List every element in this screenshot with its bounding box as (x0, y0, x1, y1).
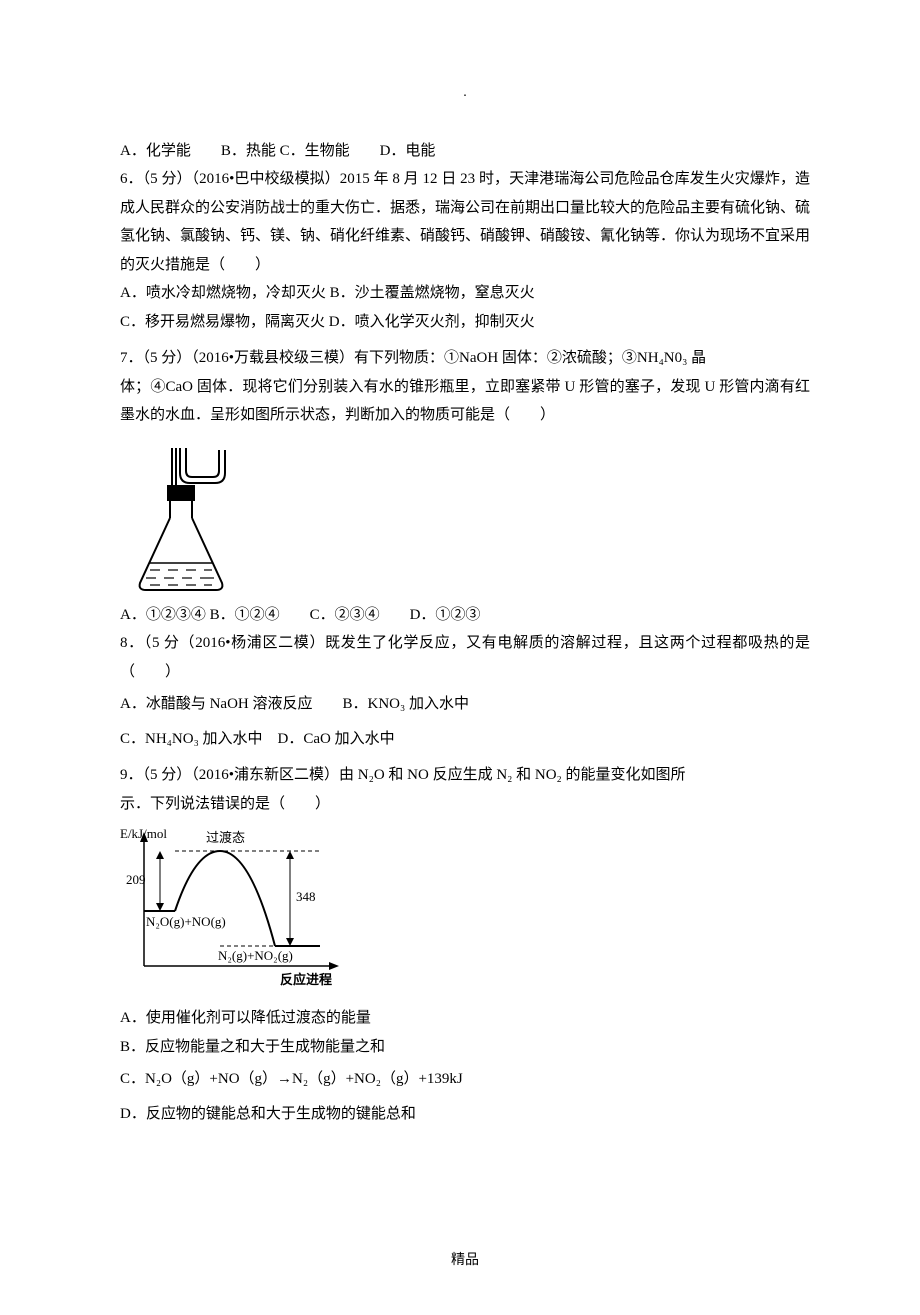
chart-xlabel: 反应进程 (280, 972, 332, 987)
q8-stem: 8．（5 分（2016•杨浦区二模）既发生了化学反应，又有电解质的溶解过程，且这… (120, 629, 810, 686)
q9-energy-chart: E/kJ/mol 过渡态 209 348 N₂O(g)+NO(g) N₂(g)+… (120, 826, 350, 996)
q9-option-b: B．反应物能量之和大于生成物能量之和 (120, 1033, 810, 1062)
page-header-dot: . (120, 80, 810, 107)
chart-ea-reverse: 348 (296, 889, 316, 904)
q8-options-line1: A．冰醋酸与 NaOH 溶液反应 B．KNO₃ 加入水中 (120, 690, 810, 719)
chart-ea-forward: 209 (126, 872, 146, 887)
q6-options-line2: C．移开易燃易爆物，隔离灭火 D．喷入化学灭火剂，抑制灭火 (120, 308, 810, 337)
q9-stem-line2: 示．下列说法错误的是（ ） (120, 790, 810, 819)
q7-stem-line2: 体；④CaO 固体．现将它们分别装入有水的锥形瓶里，立即塞紧带 U 形管的塞子，… (120, 373, 810, 430)
chart-reactant-label: N₂O(g)+NO(g) (146, 914, 226, 929)
q7-apparatus-diagram (120, 438, 270, 593)
page-footer: 精品 (120, 1248, 810, 1275)
chart-transition-label: 过渡态 (206, 830, 245, 845)
chart-product-label: N₂(g)+NO₂(g) (218, 948, 293, 963)
q6-stem: 6．（5 分）（2016•巴中校级模拟）2015 年 8 月 12 日 23 时… (120, 165, 810, 279)
q9-option-a: A．使用催化剂可以降低过渡态的能量 (120, 1004, 810, 1033)
q8-options-line2: C．NH₄NO₃ 加入水中 D．CaO 加入水中 (120, 725, 810, 754)
chart-ylabel: E/kJ/mol (120, 826, 167, 841)
q9-option-c: C．N₂O（g）+NO（g）→N₂（g）+NO₂（g）+139kJ (120, 1065, 810, 1094)
q9-option-d: D．反应物的键能总和大于生成物的键能总和 (120, 1100, 810, 1129)
q6-options-line1: A．喷水冷却燃烧物，冷却灭火 B．沙土覆盖燃烧物，窒息灭火 (120, 279, 810, 308)
q9-stem-line1: 9．（5 分）（2016•浦东新区二模）由 N₂O 和 NO 反应生成 N₂ 和… (120, 761, 810, 790)
q7-stem-line1: 7．（5 分）（2016•万载县校级三模）有下列物质：①NaOH 固体：②浓硫酸… (120, 344, 810, 373)
q7-options: A．①②③④ B．①②④ C．②③④ D．①②③ (120, 601, 810, 630)
q5-options: A．化学能 B．热能 C．生物能 D．电能 (120, 137, 810, 166)
